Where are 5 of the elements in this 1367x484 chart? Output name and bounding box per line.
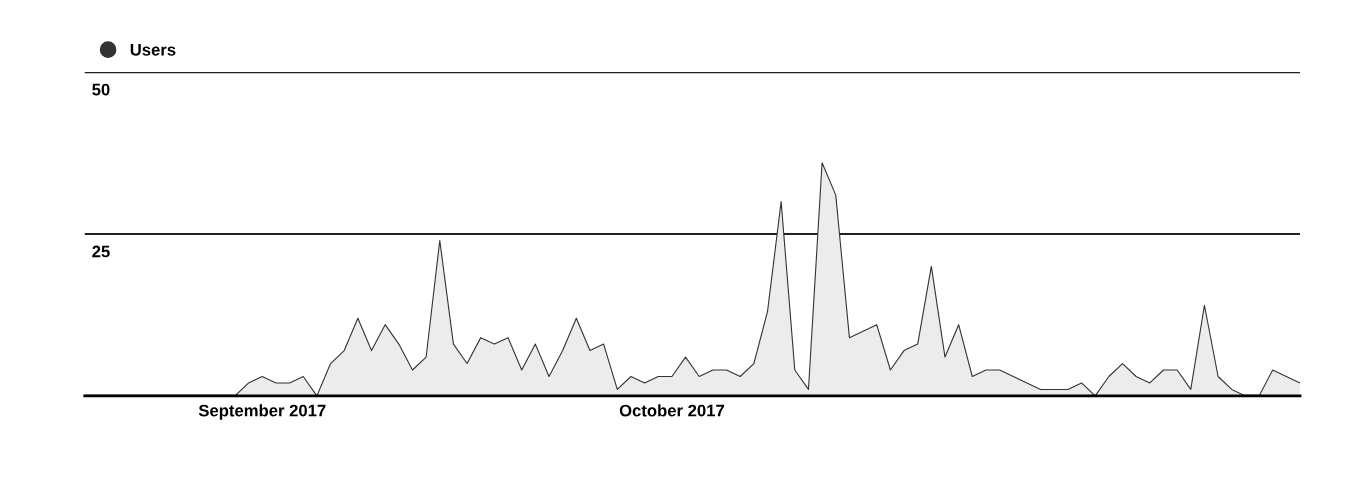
x-tick-label: September 2017 [198,404,326,420]
x-tick-label: October 2017 [619,404,724,417]
legend-label: Users [130,44,176,56]
y-tick-label: 25 [92,245,110,258]
y-tick-label: 50 [92,83,110,96]
